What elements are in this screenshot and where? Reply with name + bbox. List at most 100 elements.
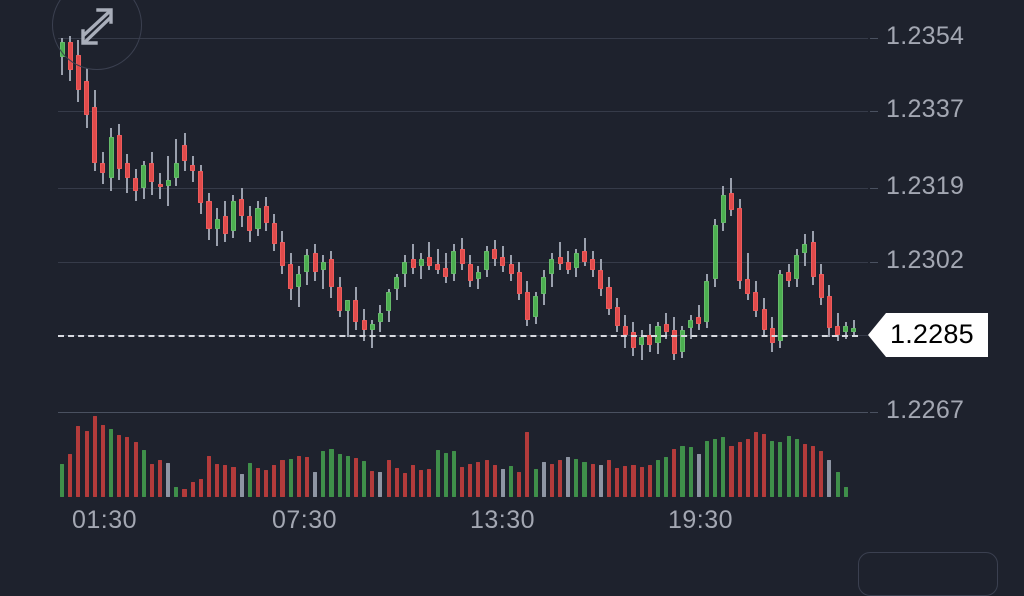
volume-bar [166,462,171,497]
volume-bar [313,472,318,497]
volume-bar [729,445,734,497]
candle-body [679,330,685,352]
candle-body [328,259,334,288]
candlestick [671,0,677,440]
candle-body [720,194,726,223]
volume-bar [133,442,138,497]
volume-bar [762,433,767,497]
volume-bar [149,463,154,497]
volume-bar [770,440,775,497]
volume-bar [443,453,448,497]
candle-body [345,300,351,311]
candlestick [606,0,612,440]
volume-bar [484,459,489,497]
price-axis-label: 1.2267 [886,396,965,424]
candlestick [475,0,481,440]
candlestick [557,0,563,440]
candlestick [802,0,808,440]
volume-bar [582,462,587,497]
candle-body [133,177,139,191]
candlestick [288,0,294,440]
price-tag-arrow-icon [868,312,886,357]
volume-bar [255,467,261,497]
candle-wick [746,252,749,301]
price-axis-tick [870,261,878,263]
candle-body [402,261,408,275]
volume-bar [558,460,563,497]
price-axis[interactable]: 1.2354 1.2337 1.2319 1.2302 1.2285 1.2267 [868,0,1024,576]
candle-wick [322,255,325,290]
candlestick [84,0,90,440]
volume-bar [190,482,195,497]
candlestick [394,0,400,440]
volume-bar [84,430,89,497]
candle-body [786,272,792,281]
candle-body [394,276,400,290]
volume-bar [517,472,522,497]
volume-bar [239,473,244,497]
candle-body [712,225,718,279]
volume-bar [843,487,848,497]
candlestick [679,0,685,440]
candlestick [761,0,767,440]
candlestick [565,0,571,440]
candlestick [516,0,522,440]
candle-wick [371,319,374,348]
candlestick [386,0,392,440]
candle-body [582,250,588,262]
candle-body [443,267,449,277]
gridline [58,188,868,190]
volume-bar [606,460,612,497]
volume-bar [272,464,277,497]
volume-bar [623,466,628,497]
candle-body [598,270,604,290]
volume-bar [68,453,73,497]
candlestick [451,0,457,440]
candle-body [173,162,179,178]
candle-body [116,134,122,170]
bottom-rounded-button[interactable] [858,552,998,596]
candlestick [165,0,171,440]
volume-bar [329,448,334,497]
expand-arrows-icon[interactable] [70,4,124,50]
candle-body [255,207,261,230]
candle-body [606,287,612,309]
candlestick [100,0,106,440]
candlestick [573,0,579,440]
candle-wick [428,242,431,271]
candlestick [116,0,122,440]
candle-body [386,291,392,311]
candlestick [851,0,857,440]
candlestick [663,0,669,440]
volume-bar [76,425,81,497]
candlestick [500,0,506,440]
volume-bar [337,453,342,497]
price-axis-tick [870,188,878,190]
volume-bar [631,464,636,497]
candlestick [337,0,343,440]
candlestick [402,0,408,440]
candlestick [222,0,228,440]
volume-bar [247,462,252,497]
candle-body [84,80,90,116]
candle-body [361,319,367,331]
candlestick [443,0,449,440]
candlestick [263,0,269,440]
candle-body [165,179,171,187]
volume-bar [566,457,571,497]
volume-bar [778,442,783,497]
candlestick [753,0,759,440]
candlestick [345,0,351,440]
volume-bar [590,463,595,497]
candlestick [173,0,179,440]
candlestick [794,0,800,440]
candle-body [108,136,114,178]
volume-bar [835,472,840,497]
volume-bar [509,466,514,497]
price-chart-panel[interactable] [0,0,868,576]
candle-body [614,306,620,327]
candle-body [247,216,253,232]
candle-body [549,259,555,275]
candlestick [639,0,645,440]
